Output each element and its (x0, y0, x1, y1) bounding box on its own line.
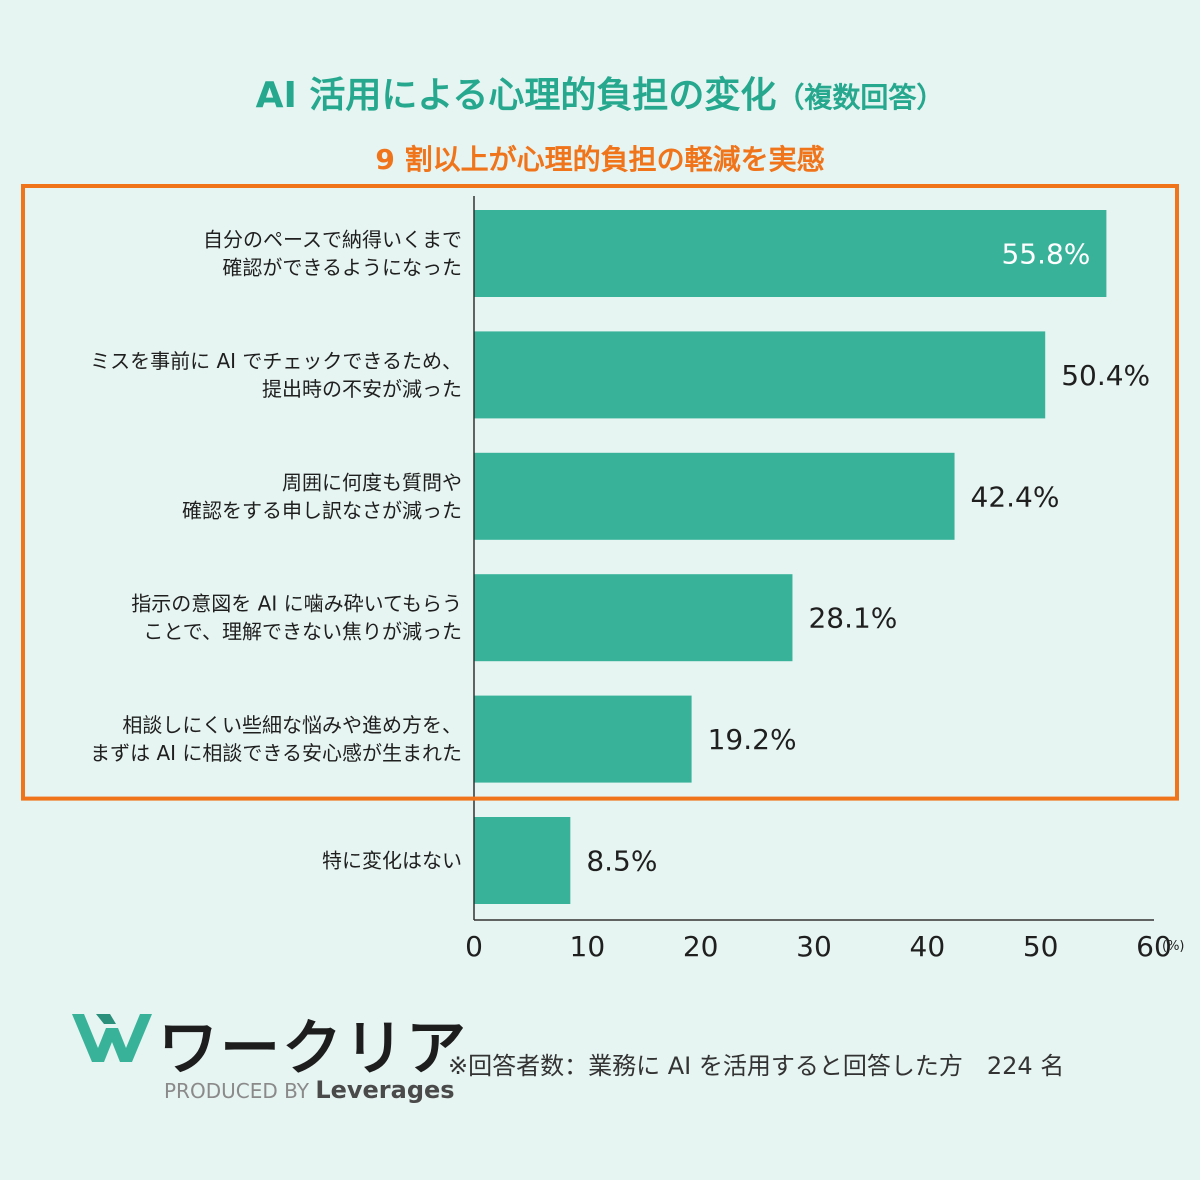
category-label: 特に変化はない (322, 849, 462, 873)
value-label: 8.5% (586, 845, 657, 878)
x-tick-label: 50 (1023, 930, 1059, 963)
bar (474, 574, 793, 662)
bar (474, 695, 692, 783)
produced-by: PRODUCED BY Leverages (164, 1076, 455, 1104)
chart-subtitle: 9 割以上が心理的負担の軽減を実感 (375, 143, 825, 176)
x-tick-label: 10 (570, 930, 606, 963)
x-unit-label: (%) (1162, 939, 1185, 954)
category-label: 周囲に何度も質問や (282, 470, 462, 494)
company-name: Leverages (315, 1076, 455, 1104)
produced-by-label: PRODUCED BY (164, 1079, 309, 1103)
brand-name: ワークリア (158, 1014, 468, 1084)
bar (474, 817, 571, 904)
category-label: まずは AI に相談できる安心感が生まれた (90, 741, 462, 765)
workleer-logo-icon (72, 1014, 152, 1062)
value-label: 50.4% (1061, 359, 1150, 392)
chart-title-note: （複数回答） (776, 81, 945, 114)
bar (474, 210, 1107, 297)
category-label: 確認をする申し訳なさが減った (182, 498, 462, 522)
category-label: ミスを事前に AI でチェックできるため、 (90, 349, 462, 373)
x-tick-label: 40 (910, 930, 946, 963)
category-label: 自分のペースで納得いくまで (203, 228, 462, 252)
highlight-box (21, 184, 1179, 801)
category-label: 相談しにくい些細な悩みや進め方を、 (122, 713, 462, 737)
value-label: 55.8% (1001, 238, 1090, 271)
category-label: ことで、理解できない焦りが減った (143, 620, 462, 644)
x-tick-label: 0 (465, 930, 483, 963)
value-label: 28.1% (808, 602, 897, 635)
value-label: 42.4% (971, 480, 1060, 513)
x-tick-label: 20 (683, 930, 719, 963)
chart-title-main: AI 活用による心理的負担の変化 (255, 75, 777, 116)
category-label: 指示の意図を AI に噛み砕いてもらう (131, 592, 462, 616)
x-tick-label: 30 (796, 930, 832, 963)
bar (474, 452, 955, 540)
bar (474, 331, 1046, 419)
category-label: 確認ができるようになった (222, 256, 462, 280)
respondent-footnote: ※回答者数：業務に AI を活用すると回答した方 224 名 (448, 1052, 1065, 1080)
x-tick-label: 60 (1136, 930, 1172, 963)
chart-title: AI 活用による心理的負担の変化（複数回答） (0, 66, 1200, 118)
category-label: 提出時の不安が減った (262, 377, 462, 401)
value-label: 19.2% (708, 723, 797, 756)
